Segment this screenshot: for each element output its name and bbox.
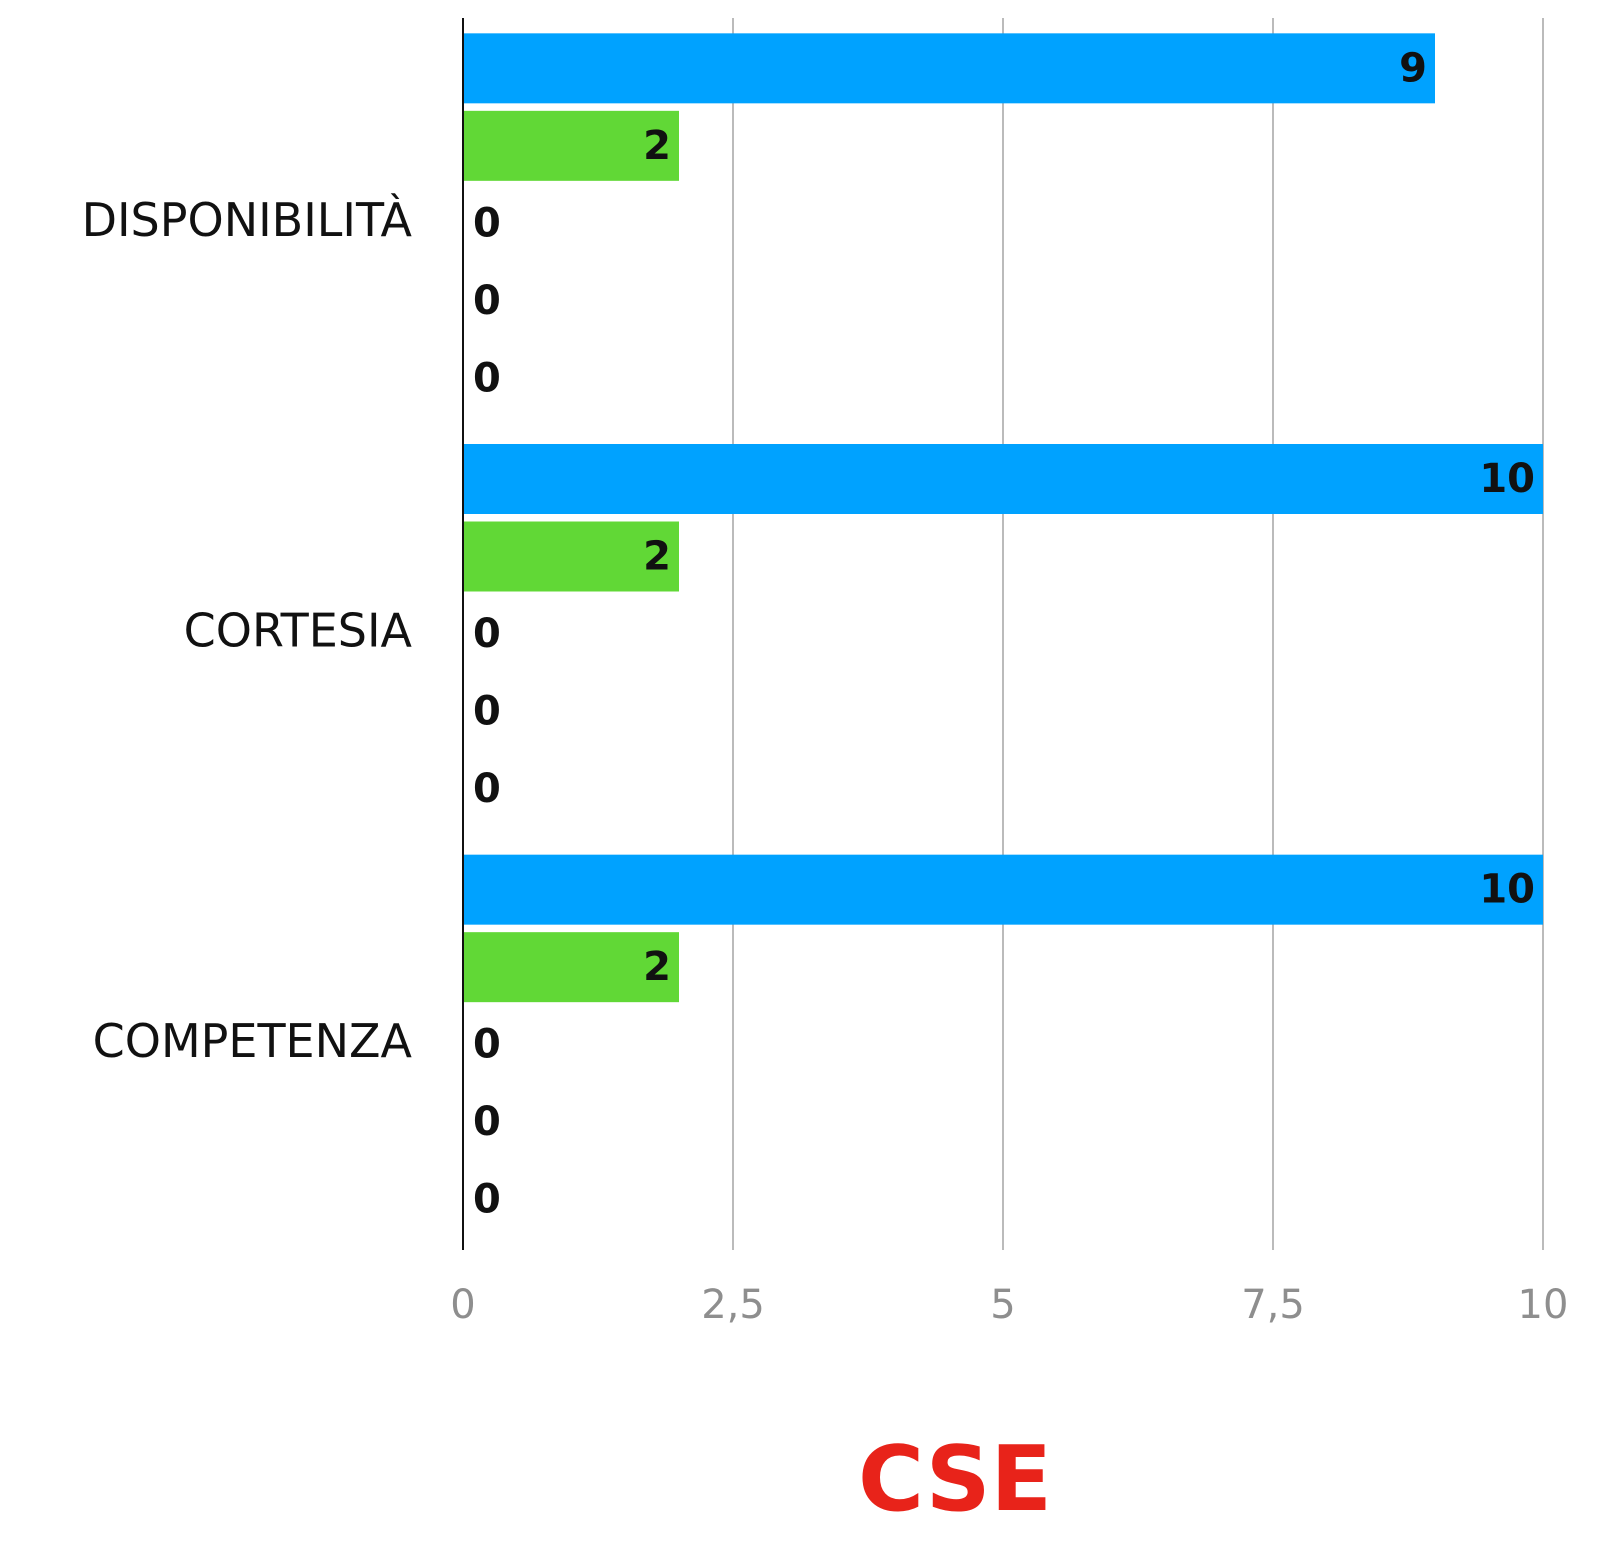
- data-label: 0: [473, 1177, 501, 1223]
- bar: [463, 110, 679, 181]
- x-axis-label: CSE: [858, 1427, 1052, 1532]
- data-label: 10: [1479, 456, 1535, 502]
- data-label: 0: [473, 355, 501, 401]
- data-label: 2: [643, 944, 671, 990]
- bar: [463, 854, 1543, 925]
- bar: [463, 521, 679, 592]
- x-tick-label: 5: [990, 1282, 1015, 1328]
- bar: [463, 33, 1435, 104]
- data-label: 2: [643, 534, 671, 580]
- bar: [463, 932, 679, 1003]
- data-label: 0: [473, 200, 501, 246]
- data-label: 0: [473, 689, 501, 735]
- y-tick-label: CORTESIA: [184, 604, 413, 658]
- x-tick-label: 10: [1518, 1282, 1569, 1328]
- data-label: 0: [473, 766, 501, 812]
- data-label: 10: [1479, 867, 1535, 913]
- y-tick-label: COMPETENZA: [93, 1014, 413, 1068]
- data-label: 0: [473, 1099, 501, 1145]
- x-tick-label: 7,5: [1241, 1282, 1305, 1328]
- data-label: 0: [473, 278, 501, 324]
- x-tick-label: 2,5: [701, 1282, 765, 1328]
- data-label: 0: [473, 1022, 501, 1068]
- data-label: 2: [643, 123, 671, 169]
- x-tick-label: 0: [450, 1282, 475, 1328]
- y-tick-label: DISPONIBILITÀ: [82, 193, 413, 247]
- data-label: 9: [1399, 45, 1427, 91]
- data-label: 0: [473, 611, 501, 657]
- bar: [463, 444, 1543, 514]
